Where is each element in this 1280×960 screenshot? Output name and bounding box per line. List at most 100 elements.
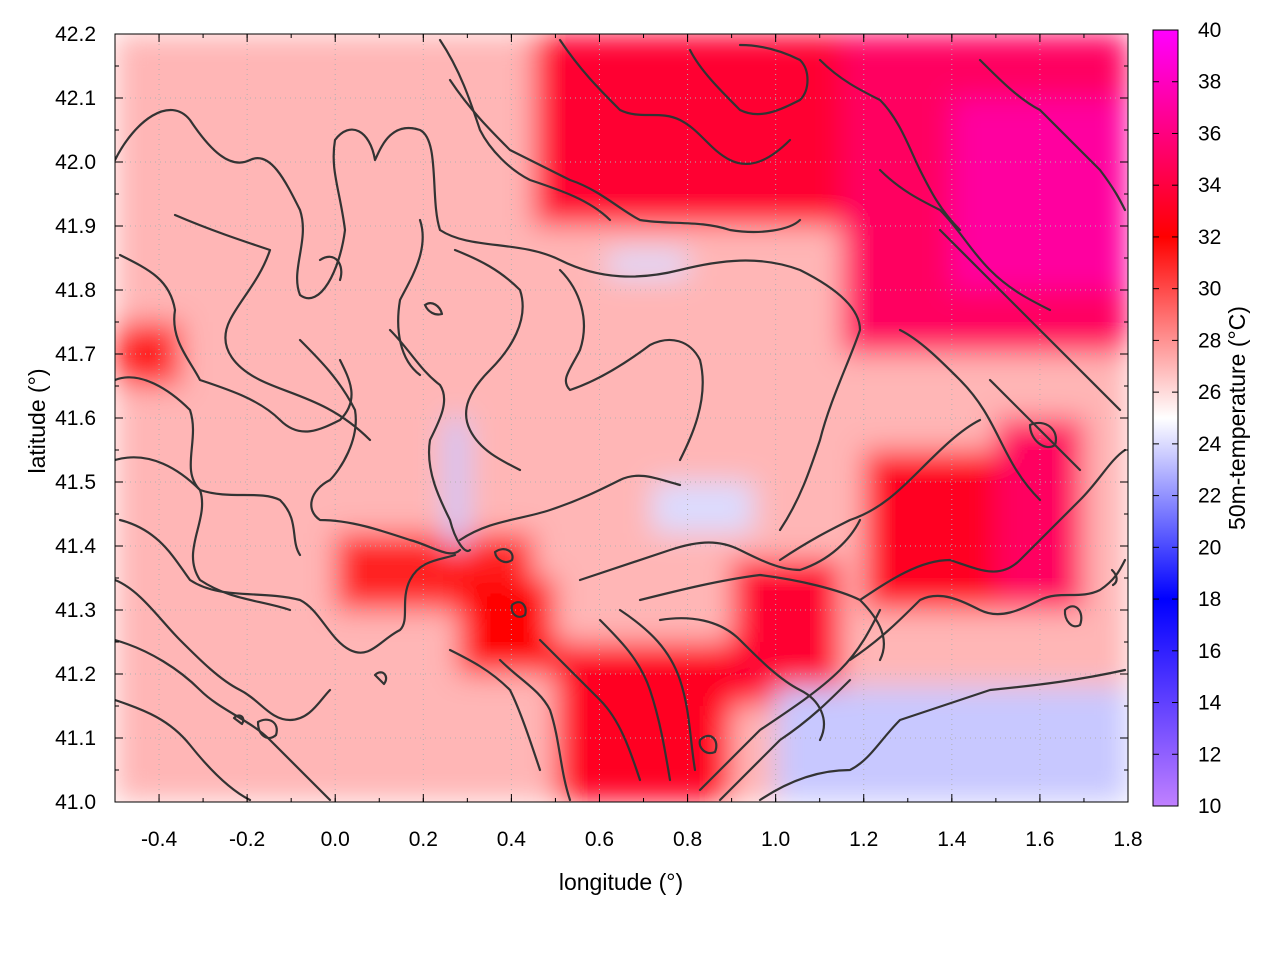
x-tick-label: 1.8 <box>1113 828 1142 851</box>
contour-line <box>938 228 1122 412</box>
contour-line <box>538 638 642 782</box>
contour-line <box>458 474 682 542</box>
contour-line <box>453 248 524 472</box>
contour-line <box>318 255 343 282</box>
x-axis-label: longitude (°) <box>559 869 683 895</box>
contour-line <box>638 573 885 662</box>
x-tick-label: -0.4 <box>141 828 178 851</box>
contour-line <box>1028 421 1058 449</box>
x-tick-label: 1.4 <box>937 828 967 851</box>
y-tick-label: 41.7 <box>55 343 96 366</box>
temperature-field <box>115 34 1128 802</box>
colorbar-tick-label: 30 <box>1198 278 1221 301</box>
colorbar-tick-label: 12 <box>1198 743 1221 766</box>
colorbar-tick-label: 10 <box>1198 795 1221 818</box>
x-tick-label: 1.0 <box>761 828 790 851</box>
colorbar-tick-label: 16 <box>1198 640 1221 663</box>
y-tick-label: 41.3 <box>55 599 96 622</box>
contour-line <box>558 268 704 462</box>
colorbar-tick-label: 18 <box>1198 588 1221 611</box>
y-tick-label: 41.2 <box>55 663 96 686</box>
x-tick-label: 0.2 <box>409 828 438 851</box>
y-tick-label: 41.1 <box>55 727 96 750</box>
colorbar-tick-label: 14 <box>1198 692 1222 715</box>
y-tick-label: 41.6 <box>55 407 96 430</box>
colorbar-tick-label: 34 <box>1198 174 1222 197</box>
contour-line <box>698 734 718 755</box>
contour-line <box>578 518 862 582</box>
colorbar: 10 12 14 16 18 20 22 24 26 28 30 32 34 36 38 40 <box>1152 19 1222 818</box>
colorbar-tick-label: 32 <box>1198 226 1221 249</box>
y-tick-label: 42.0 <box>55 151 96 174</box>
contour-line <box>115 108 862 532</box>
colorbar-label: 50m-temperature (°C) <box>1224 306 1250 530</box>
x-tick-label: 0.0 <box>321 828 350 851</box>
colorbar-tick-label: 40 <box>1198 19 1221 42</box>
contour-line <box>1110 568 1118 587</box>
contour-line <box>256 718 278 739</box>
field-region <box>458 578 556 674</box>
contour-line <box>848 558 1127 662</box>
contour-line <box>718 678 852 802</box>
contour-line <box>373 671 388 686</box>
colorbar-scale <box>1152 29 1179 807</box>
contour-line <box>618 608 697 772</box>
contour-line <box>658 617 825 742</box>
field-region <box>445 418 468 546</box>
y-tick-label: 41.0 <box>55 791 96 814</box>
contour-line <box>978 58 1127 212</box>
y-tick-label: 42.1 <box>55 87 96 110</box>
contour-lines <box>115 38 1127 802</box>
contour-line <box>115 698 252 802</box>
contour-line <box>688 43 809 116</box>
contour-line <box>397 218 424 377</box>
x-tick-label: 0.6 <box>585 828 614 851</box>
contour-line <box>558 38 792 165</box>
contour-line <box>232 714 245 726</box>
contour-line <box>1063 605 1083 628</box>
colorbar-tick-label: 38 <box>1198 71 1221 94</box>
y-tick-label: 42.2 <box>55 23 96 46</box>
field-region <box>652 482 754 534</box>
contour-line <box>115 456 292 612</box>
contour-line <box>698 608 882 792</box>
x-tick-label: 1.2 <box>849 828 878 851</box>
contour-line <box>115 638 332 802</box>
contour-line <box>448 648 542 772</box>
colorbar-tick-label: 26 <box>1198 381 1221 404</box>
x-tick-label: -0.2 <box>229 828 265 851</box>
colorbar-tick-label: 28 <box>1198 329 1221 352</box>
colorbar-tick-label: 20 <box>1198 536 1221 559</box>
y-tick-label: 41.5 <box>55 471 96 494</box>
x-tick-label: 0.4 <box>497 828 527 851</box>
y-tick-label: 41.4 <box>55 535 96 558</box>
contour-line <box>498 658 572 802</box>
contour-line <box>115 578 332 722</box>
contour-line <box>438 38 612 222</box>
colorbar-tick-label: 22 <box>1198 485 1221 508</box>
y-tick-label: 41.9 <box>55 215 96 238</box>
contour-line <box>818 58 962 232</box>
colorbar-tick-label: 36 <box>1198 122 1221 145</box>
x-tick-label: 0.8 <box>673 828 702 851</box>
x-tick-label: 1.6 <box>1025 828 1054 851</box>
contour-line <box>778 418 982 562</box>
field-region <box>115 322 182 386</box>
y-axis-label: latitude (°) <box>24 368 50 473</box>
contour-line <box>298 338 462 555</box>
contour-line <box>598 618 672 782</box>
contour-line <box>510 601 527 618</box>
contour-line <box>493 548 514 564</box>
y-axis: 41.0 41.1 41.2 41.3 41.4 41.5 41.6 41.7 41.8 41.9… <box>55 23 1128 814</box>
field-region <box>608 251 688 278</box>
y-tick-label: 41.8 <box>55 279 96 302</box>
contour-line <box>988 378 1082 472</box>
contour-line <box>388 328 472 553</box>
field-region <box>555 642 732 802</box>
contour-line <box>898 328 1042 502</box>
contour-line <box>858 448 1127 602</box>
contour-line <box>448 78 802 234</box>
contour-line <box>118 518 457 654</box>
colorbar-tick-label: 24 <box>1198 433 1222 456</box>
